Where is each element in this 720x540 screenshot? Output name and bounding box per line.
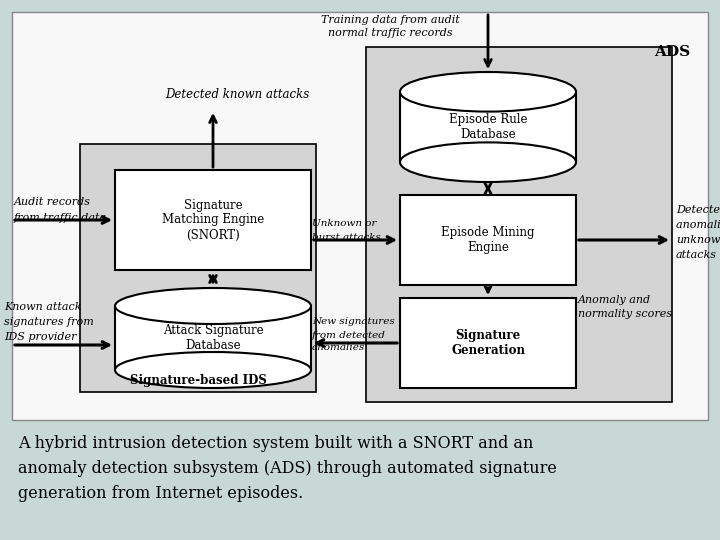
Text: signatures from: signatures from [4, 317, 94, 327]
Text: Unknown or: Unknown or [312, 219, 377, 228]
Text: anomalies or: anomalies or [676, 220, 720, 230]
FancyBboxPatch shape [115, 170, 311, 270]
FancyBboxPatch shape [400, 92, 576, 162]
Text: Anomaly and: Anomaly and [578, 295, 651, 305]
Text: IDS provider: IDS provider [4, 332, 76, 342]
Text: Episode Mining
Engine: Episode Mining Engine [441, 226, 535, 254]
Ellipse shape [400, 143, 576, 182]
Text: Training data from audit: Training data from audit [320, 15, 459, 25]
Text: Audit records: Audit records [14, 197, 91, 207]
Text: anomalies: anomalies [312, 343, 365, 353]
Text: Signature
Matching Engine
(SNORT): Signature Matching Engine (SNORT) [162, 199, 264, 241]
Text: ADS: ADS [654, 45, 690, 59]
Text: Episode Rule
Database: Episode Rule Database [449, 113, 527, 141]
FancyBboxPatch shape [80, 144, 316, 392]
FancyBboxPatch shape [0, 415, 720, 540]
Text: Signature-based IDS: Signature-based IDS [130, 374, 266, 387]
Text: Signature
Generation: Signature Generation [451, 329, 525, 357]
Text: A hybrid intrusion detection system built with a SNORT and an
anomaly detection : A hybrid intrusion detection system buil… [18, 435, 557, 502]
Text: Known attack: Known attack [4, 302, 81, 312]
FancyBboxPatch shape [115, 306, 311, 370]
Text: New signatures: New signatures [312, 318, 395, 327]
Ellipse shape [115, 288, 311, 324]
Ellipse shape [400, 72, 576, 112]
Text: Detected: Detected [676, 205, 720, 215]
FancyBboxPatch shape [12, 12, 708, 420]
FancyBboxPatch shape [400, 298, 576, 388]
FancyBboxPatch shape [400, 195, 576, 285]
Text: normal traffic records: normal traffic records [328, 28, 452, 38]
Text: normality scores: normality scores [578, 309, 672, 319]
Text: from traffic data: from traffic data [14, 213, 107, 223]
Text: attacks: attacks [676, 250, 717, 260]
Text: Detected known attacks: Detected known attacks [165, 89, 310, 102]
Ellipse shape [115, 352, 311, 388]
FancyBboxPatch shape [366, 47, 672, 402]
Text: from detected: from detected [312, 330, 386, 340]
Text: burst attacks: burst attacks [312, 233, 381, 241]
Text: unknown: unknown [676, 235, 720, 245]
Text: Attack Signature
Database: Attack Signature Database [163, 324, 264, 352]
